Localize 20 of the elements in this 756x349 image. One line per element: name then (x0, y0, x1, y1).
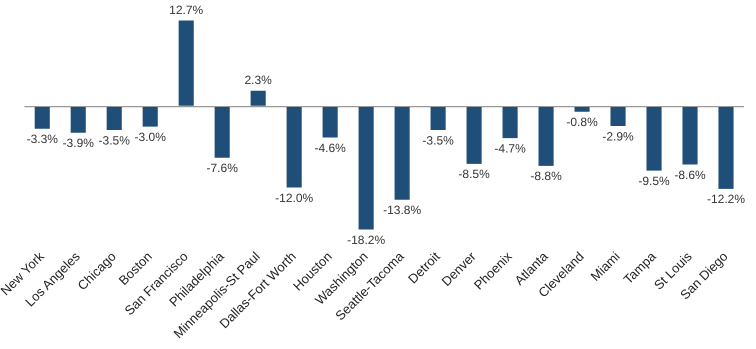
data-label: -2.9% (602, 129, 634, 144)
data-label: -4.6% (314, 140, 346, 155)
data-label: -3.3% (26, 132, 58, 146)
data-label: -9.5% (638, 174, 670, 188)
data-label: -7.6% (206, 161, 238, 176)
data-label: -3.5% (98, 133, 130, 148)
data-label: -18.2% (347, 232, 386, 247)
data-label: -3.9% (62, 136, 94, 150)
data-label: 2.3% (244, 73, 272, 88)
data-label: -4.7% (494, 141, 526, 156)
data-label: -3.0% (134, 130, 166, 144)
data-label: -8.6% (674, 168, 706, 182)
data-label: -8.5% (458, 167, 490, 182)
data-label: -13.8% (383, 203, 422, 218)
data-label: -12.2% (706, 192, 746, 206)
data-label: -0.8% (566, 115, 598, 130)
data-label: 12.7% (169, 2, 204, 17)
data-label: -3.5% (422, 133, 454, 148)
data-label: -12.0% (275, 190, 314, 205)
data-label: -8.8% (530, 169, 562, 184)
